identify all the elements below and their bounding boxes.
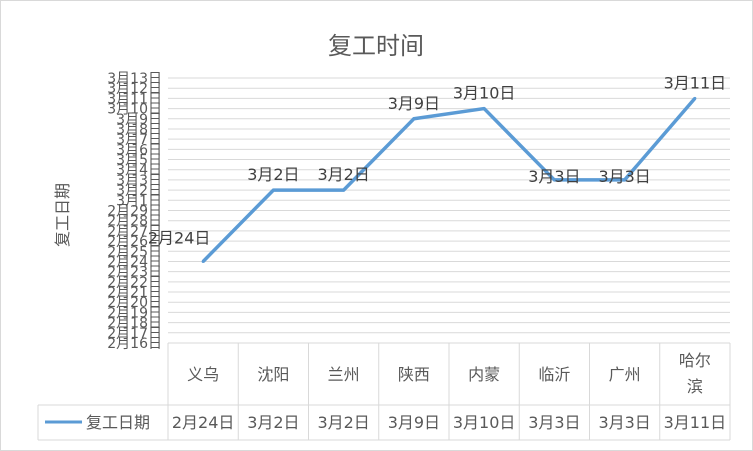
data-label: 3月2日 (317, 165, 369, 184)
y-tick-label: 2月16日 (107, 336, 162, 352)
y-tick-label: 2月29日 (107, 204, 162, 220)
table-value: 3月2日 (247, 413, 299, 432)
data-label: 3月3日 (598, 167, 650, 186)
y-tick-label: 3月1日 (116, 193, 162, 209)
category-label: 兰州 (328, 365, 360, 384)
table-value: 2月24日 (172, 413, 235, 432)
y-tick-label: 2月23日 (107, 265, 162, 281)
y-tick-label: 3月4日 (116, 163, 162, 179)
y-tick-label: 2月19日 (107, 305, 162, 321)
chart-title: 复工时间 (328, 32, 424, 60)
category-label: 义乌 (187, 365, 219, 384)
y-tick-label: 2月20日 (107, 295, 162, 311)
category-label: 陕西 (398, 365, 430, 384)
data-point (342, 188, 346, 192)
y-tick-label: 3月9日 (116, 112, 162, 128)
y-tick-label: 3月12日 (107, 81, 162, 97)
category-label: 内蒙 (468, 365, 500, 384)
data-label: 3月10日 (453, 84, 516, 103)
y-tick-label: 3月13日 (107, 71, 162, 87)
y-tick-label: 3月3日 (116, 173, 162, 189)
y-tick-label: 3月7日 (116, 132, 162, 148)
table-value: 3月11日 (664, 413, 727, 432)
y-axis-title: 复工日期 (53, 183, 72, 247)
table-value: 3月9日 (388, 413, 440, 432)
category-label: 广州 (609, 365, 641, 384)
category-label: 哈尔 (679, 351, 711, 370)
data-point (693, 96, 697, 100)
legend-label: 复工日期 (86, 413, 150, 432)
y-tick-label: 3月5日 (116, 153, 162, 169)
data-label: 3月2日 (247, 165, 299, 184)
category-label: 滨 (687, 377, 703, 396)
table-value: 3月3日 (598, 413, 650, 432)
y-tick-label: 2月24日 (107, 254, 162, 270)
y-tick-label: 3月11日 (107, 91, 162, 107)
y-tick-label: 2月22日 (107, 275, 162, 291)
data-point (552, 178, 556, 182)
y-tick-label: 2月25日 (107, 244, 162, 260)
series-line (201, 97, 697, 263)
data-label: 2月24日 (148, 228, 211, 247)
data-point (412, 117, 416, 121)
y-tick-label: 2月26日 (107, 234, 162, 250)
data-point (623, 178, 627, 182)
table-value: 3月3日 (528, 413, 580, 432)
data-label: 3月3日 (528, 167, 580, 186)
y-tick-label: 3月8日 (116, 122, 162, 138)
data-label: 3月11日 (664, 73, 727, 92)
y-tick-label: 2月18日 (107, 316, 162, 332)
y-tick-label: 3月6日 (116, 142, 162, 158)
category-label: 沈阳 (257, 365, 289, 384)
table-value: 3月2日 (317, 413, 369, 432)
y-tick-label: 2月21日 (107, 285, 162, 301)
data-point (201, 259, 205, 263)
table-value: 3月10日 (453, 413, 516, 432)
data-point (271, 188, 275, 192)
y-tick-label: 2月27日 (107, 224, 162, 240)
y-tick-label: 3月2日 (116, 183, 162, 199)
data-point (482, 107, 486, 111)
category-label: 临沂 (538, 365, 570, 384)
y-tick-label: 3月10日 (107, 102, 162, 118)
y-tick-label: 2月28日 (107, 214, 162, 230)
y-tick-label: 2月17日 (107, 326, 162, 342)
data-label: 3月9日 (388, 94, 440, 113)
